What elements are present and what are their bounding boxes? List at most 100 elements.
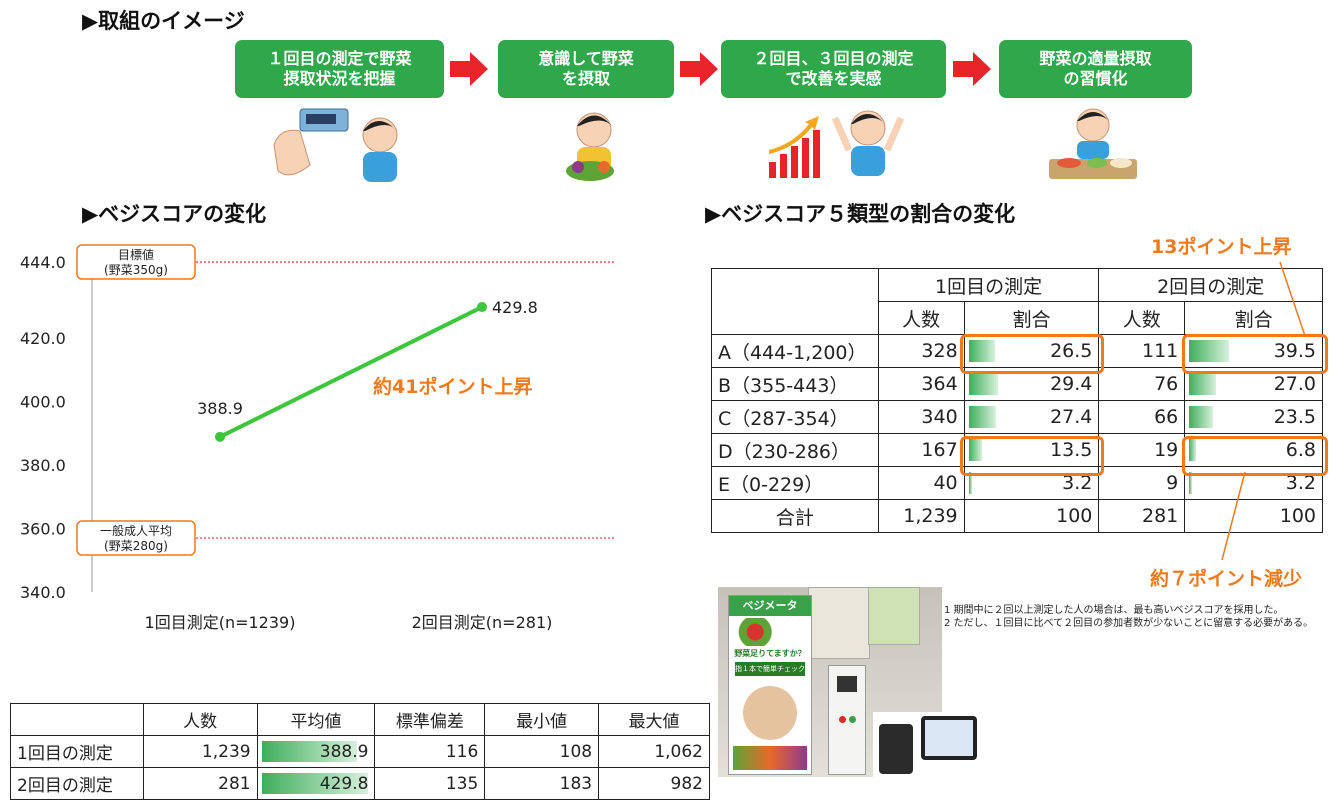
highlight-box <box>960 436 1104 476</box>
stats-sd: 135 <box>374 767 486 800</box>
reference-label-box <box>76 520 196 556</box>
reference-label: (野菜280g) <box>104 539 168 553</box>
stats-header: 最小値 <box>484 703 600 736</box>
sub-header-ratio: 割合 <box>963 301 1100 335</box>
ratio-bar <box>1189 406 1213 428</box>
stats-mean: 429.8 <box>256 767 376 800</box>
category-row: E（0-229） 40 3.2 9 3.2 <box>711 466 1323 500</box>
healthy-meal-icon <box>1049 108 1137 179</box>
ratio-value: 13.5 <box>1050 439 1093 461</box>
ratio-bar <box>1189 340 1229 362</box>
stats-n: 281 <box>142 767 258 800</box>
ratio-value: 39.5 <box>1273 340 1316 362</box>
flow-step-2: 意識して野菜 を摂取 <box>498 40 674 98</box>
x-tick-label: 1回目測定(n=1239) <box>145 613 296 632</box>
group-header-1: 1回目の測定 <box>877 268 1100 302</box>
stats-label: 1回目の測定 <box>10 735 144 768</box>
ratio-bar <box>968 340 996 362</box>
sub-header-count: 人数 <box>1098 301 1186 335</box>
stats-sd: 116 <box>374 735 486 768</box>
improvement-icon <box>769 110 905 178</box>
count-2: 66 <box>1098 400 1186 434</box>
ratio-bar <box>968 373 999 395</box>
poster-banner: ベジメータ <box>729 596 811 616</box>
mean-value: 388.9 <box>319 741 369 762</box>
stats-max: 1,062 <box>598 735 710 768</box>
category-label: E（0-229） <box>711 466 879 500</box>
x-tick-label: 2回目測定(n=281) <box>412 613 553 632</box>
ratio-bar <box>968 439 983 461</box>
total-ratio-1: 100 <box>963 499 1100 533</box>
stats-label: 2回目の測定 <box>10 767 144 800</box>
stats-header: 人数 <box>142 703 258 736</box>
ratio-value: 3.2 <box>1062 472 1093 494</box>
ratio-value: 23.5 <box>1273 406 1316 428</box>
ratio-value: 26.5 <box>1050 340 1093 362</box>
chart-annotation: 約41ポイント上昇 <box>373 375 532 398</box>
count-2: 76 <box>1098 367 1186 401</box>
highlight-box <box>1182 436 1328 476</box>
kiosk <box>828 665 866 775</box>
flow-step-3: ２回目、３回目の測定 で改善を実感 <box>721 40 946 98</box>
reference-label: 一般成人平均 <box>100 523 172 538</box>
y-tick-label: 380.0 <box>20 456 66 475</box>
highlight-box <box>960 334 1104 374</box>
flow-step-1: １回目の測定で野菜 摂取状況を把握 <box>235 40 444 98</box>
ratio-bar <box>1189 439 1197 461</box>
ratio-2: 3.2 <box>1184 466 1323 500</box>
y-tick-label: 400.0 <box>20 393 66 412</box>
stats-table: 人数 平均値 標準偏差 最小値 最大値 1回目の測定 1,239 388.9 116 1… <box>10 703 710 800</box>
category-row: A（444-1,200） 328 26.5 111 39.5 <box>711 334 1323 368</box>
poster-sub: 指１本で簡単チェック <box>735 662 805 676</box>
corner-cell <box>10 703 144 736</box>
ratio-value: 27.0 <box>1273 373 1316 395</box>
count-1: 167 <box>877 433 965 467</box>
mean-bar <box>261 773 368 794</box>
total-label: 合計 <box>711 499 879 533</box>
category-label: C（287-354） <box>711 400 879 434</box>
reference-label: (野菜350g) <box>104 263 168 277</box>
footnote-1: 1 期間中に２回以上測定した人の場合は、最も高いベジスコアを採用した。 <box>944 605 1284 616</box>
ratio-2: 23.5 <box>1184 400 1323 434</box>
y-tick-label: 420.0 <box>20 329 66 348</box>
poster-question: 野菜足りてますか？ <box>734 649 806 658</box>
count-1: 340 <box>877 400 965 434</box>
ratio-bar <box>968 406 997 428</box>
total-count-1: 1,239 <box>877 499 965 533</box>
eating-vegetables-icon <box>566 112 614 181</box>
footnote-2: 2 ただし、１回目に比べて２回目の参加者数が少ないことに留意する必要がある。 <box>944 618 1314 629</box>
mean-value: 429.8 <box>319 773 369 794</box>
total-row: 合計 1,239 100 281 100 <box>711 499 1323 533</box>
stats-header: 標準偏差 <box>374 703 486 736</box>
count-2: 19 <box>1098 433 1186 467</box>
data-label: 429.8 <box>492 298 538 317</box>
count-1: 364 <box>877 367 965 401</box>
stats-mean: 388.9 <box>256 735 376 768</box>
reference-label-box <box>76 244 196 280</box>
ratio-value: 3.2 <box>1285 472 1316 494</box>
flow-step-4: 野菜の適量摂取 の習慣化 <box>999 40 1192 98</box>
series-line <box>219 305 483 439</box>
ratio-bar <box>968 472 972 494</box>
ratio-value: 27.4 <box>1050 406 1093 428</box>
group-header-2: 2回目の測定 <box>1098 268 1323 302</box>
ratio-1: 27.4 <box>963 400 1100 434</box>
sub-header-ratio: 割合 <box>1184 301 1323 335</box>
sub-header-count: 人数 <box>877 301 965 335</box>
category-label: D（230-286） <box>711 433 879 467</box>
reference-label: 目標値 <box>118 247 154 262</box>
ratio-2: 39.5 <box>1184 334 1323 368</box>
stats-n: 1,239 <box>142 735 258 768</box>
ratio-bar <box>1189 373 1217 395</box>
mean-bar <box>261 741 358 762</box>
category-table-title: ▶ベジスコア５類型の割合の変化 <box>705 202 1016 226</box>
flow-arrow-icon <box>450 52 488 86</box>
ratio-1: 3.2 <box>963 466 1100 500</box>
count-1: 328 <box>877 334 965 368</box>
count-2: 111 <box>1098 334 1186 368</box>
total-count-2: 281 <box>1098 499 1186 533</box>
stats-max: 982 <box>598 767 710 800</box>
vegescore-line-chart: 340.0 360.0 380.0 400.0 420.0 444.0 目標値(野菜350g… <box>20 244 615 632</box>
flow-arrow-icon <box>680 52 718 86</box>
data-label: 388.9 <box>197 399 243 418</box>
